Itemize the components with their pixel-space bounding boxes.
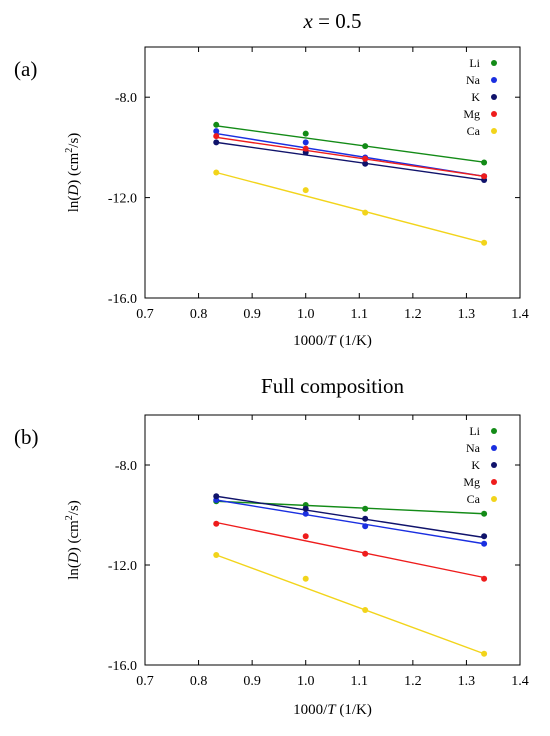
x-tick-label: 0.9 [243, 307, 261, 322]
chart-panel-b: Full composition (b) 0.7 0.8 0.9 1.0 1.1 1.2 1.3… [14, 374, 529, 718]
panel-label: (b) [14, 425, 39, 449]
legend-label-mg: Mg [463, 475, 480, 489]
data-point-ca [302, 187, 309, 194]
fit-line-li [216, 125, 485, 163]
data-point-k [362, 160, 369, 167]
legend-label-li: Li [469, 424, 480, 438]
fit-line-ca [216, 554, 485, 655]
x-tick-label: 1.3 [458, 307, 476, 322]
x-axis-label: 1000/T (1/K) [293, 333, 372, 349]
data-point-na [213, 128, 220, 135]
fit-line-ca [216, 171, 485, 244]
legend-marker-mg [491, 479, 497, 485]
legend-marker-li [491, 428, 497, 434]
legend-label-k: K [471, 458, 480, 472]
data-point-mg [481, 575, 488, 582]
x-tick-label: 0.7 [136, 674, 154, 689]
data-point-mg [362, 155, 369, 162]
legend-marker-ca [491, 128, 497, 134]
legend-label-ca: Ca [467, 492, 481, 506]
data-point-mg [213, 520, 220, 527]
data-point-k [481, 533, 488, 540]
x-tick-label: 1.2 [404, 674, 422, 689]
data-point-na [481, 540, 488, 547]
x-tick-label: 1.3 [458, 674, 476, 689]
x-tick-label: 1.4 [511, 307, 529, 322]
fit-line-mg [216, 521, 485, 579]
legend-marker-na [491, 445, 497, 451]
data-point-na [302, 139, 309, 146]
data-point-na [302, 510, 309, 517]
data-point-li [213, 121, 220, 128]
legend-marker-na [491, 77, 497, 83]
legend-label-na: Na [466, 441, 481, 455]
y-tick-label: -16.0 [108, 292, 137, 307]
x-tick-label: 1.2 [404, 307, 422, 322]
data-point-ca [213, 552, 220, 558]
x-tick-label: 0.7 [136, 307, 154, 322]
y-axis-label: ln(D) (cm2/s) [64, 500, 82, 580]
x-tick-label: 1.1 [351, 674, 369, 689]
y-tick-label: -12.0 [108, 192, 137, 207]
chart-title: x = 0.5 [303, 9, 362, 33]
data-point-li [302, 130, 309, 137]
panel-label: (a) [14, 57, 37, 81]
data-point-li [362, 505, 369, 512]
chart-title: Full composition [261, 374, 404, 398]
y-tick-label: -8.0 [115, 91, 137, 106]
data-point-li [481, 510, 488, 517]
x-tick-label: 1.4 [511, 674, 529, 689]
legend-marker-li [491, 60, 497, 66]
x-tick-label: 1.0 [297, 674, 315, 689]
x-tick-label: 0.8 [190, 674, 208, 689]
y-tick-label: -8.0 [115, 459, 137, 474]
legend-marker-k [491, 462, 497, 468]
x-tick-label: 0.8 [190, 307, 208, 322]
fit-line-k [216, 495, 485, 539]
y-tick-label: -12.0 [108, 559, 137, 574]
legend-marker-ca [491, 496, 497, 502]
data-point-k [213, 493, 220, 500]
y-tick-label: -16.0 [108, 659, 137, 674]
x-tick-label: 1.1 [351, 307, 369, 322]
chart-panel-a: x = 0.5 (a) 0.7 0.8 0.9 1.0 1.1 1.2 1.3 1.4 -16.0 -… [14, 9, 529, 349]
legend-label-mg: Mg [463, 107, 480, 121]
data-point-ca [481, 239, 488, 246]
legend-marker-k [491, 94, 497, 100]
data-point-li [481, 159, 488, 166]
data-point-k [302, 505, 309, 512]
data-point-ca [481, 650, 488, 657]
fit-line-mg [216, 136, 485, 177]
legend-label-k: K [471, 90, 480, 104]
data-point-mg [213, 133, 220, 140]
data-point-ca [213, 169, 220, 176]
data-point-k [213, 139, 220, 146]
legend-label-ca: Ca [467, 124, 481, 138]
data-point-k [362, 515, 369, 522]
data-point-mg [302, 145, 309, 152]
x-tick-label: 1.0 [297, 307, 315, 322]
fit-line-na [216, 499, 485, 545]
x-axis-label: 1000/T (1/K) [293, 702, 372, 718]
plot-frame [144, 414, 521, 666]
legend-label-li: Li [469, 56, 480, 70]
data-point-li [362, 143, 369, 150]
data-point-mg [481, 173, 488, 180]
fit-line-k [216, 141, 485, 181]
data-point-na [362, 523, 369, 530]
legend-label-na: Na [466, 73, 481, 87]
data-point-mg [302, 533, 309, 540]
data-point-ca [362, 607, 369, 613]
y-axis-label: ln(D) (cm2/s) [64, 133, 82, 213]
legend-marker-mg [491, 111, 497, 117]
data-point-mg [362, 550, 369, 557]
x-tick-label: 0.9 [243, 674, 261, 689]
data-point-ca [362, 209, 369, 216]
plot-frame [144, 46, 521, 299]
data-point-ca [302, 575, 309, 582]
